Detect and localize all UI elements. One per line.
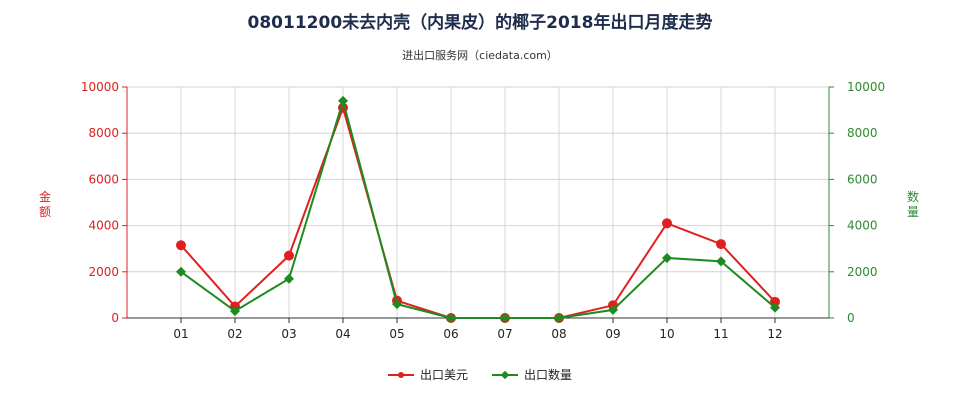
y-right-tick-label: 0 xyxy=(847,311,855,325)
y-axis-left-label: 金额 xyxy=(38,190,51,219)
y-left-tick-label: 2000 xyxy=(88,265,119,279)
data-point-series-0 xyxy=(284,250,294,261)
data-point-series-1 xyxy=(338,95,348,106)
y-left-tick-label: 4000 xyxy=(88,219,119,233)
x-tick-label: 07 xyxy=(497,327,512,341)
data-point-series-1 xyxy=(284,273,294,284)
data-point-series-1 xyxy=(176,266,186,277)
data-point-series-1 xyxy=(230,306,240,317)
data-point-series-1 xyxy=(608,304,618,315)
legend-swatch-export-usd xyxy=(387,370,414,380)
x-tick-label: 02 xyxy=(227,327,242,341)
data-point-series-0 xyxy=(176,240,186,251)
y-right-tick-label: 2000 xyxy=(847,265,878,279)
y-axis-right-label: 数量 xyxy=(906,190,919,219)
legend-label-export-usd: 出口美元 xyxy=(419,368,468,382)
y-right-tick-label: 6000 xyxy=(847,172,878,186)
y-right-tick-label: 10000 xyxy=(847,80,885,94)
legend: 出口美元 出口数量 xyxy=(0,366,960,383)
y-right-tick-label: 4000 xyxy=(847,219,878,233)
x-tick-label: 11 xyxy=(713,327,728,341)
legend-item-export-quantity[interactable]: 出口数量 xyxy=(492,366,572,383)
legend-swatch-export-quantity xyxy=(492,370,518,380)
x-tick-label: 10 xyxy=(659,327,674,341)
data-point-series-0 xyxy=(662,218,672,229)
data-point-series-0 xyxy=(716,239,726,250)
legend-label-export-quantity: 出口数量 xyxy=(524,368,573,382)
y-left-tick-label: 0 xyxy=(111,311,119,325)
x-tick-label: 09 xyxy=(605,327,620,341)
x-tick-label: 03 xyxy=(281,327,296,341)
x-tick-label: 01 xyxy=(173,327,188,341)
legend-item-export-usd[interactable]: 出口美元 xyxy=(387,366,468,383)
y-left-tick-label: 6000 xyxy=(88,172,119,186)
chart-title: 08011200未去内壳（内果皮）的椰子2018年出口月度走势 xyxy=(247,13,713,33)
x-tick-label: 06 xyxy=(443,327,458,341)
data-point-series-1 xyxy=(392,299,402,310)
data-point-series-1 xyxy=(716,256,726,267)
y-left-tick-label: 10000 xyxy=(81,80,119,94)
data-point-series-1 xyxy=(554,313,564,323)
chart-subtitle: 进出口服务网（ciedata.com） xyxy=(402,49,558,62)
y-left-tick-label: 8000 xyxy=(88,126,119,140)
data-point-series-1 xyxy=(770,302,780,313)
data-point-series-1 xyxy=(500,313,510,323)
data-point-series-1 xyxy=(662,252,672,263)
x-tick-label: 08 xyxy=(551,327,566,341)
series-line-0 xyxy=(180,104,776,319)
x-tick-label: 05 xyxy=(389,327,404,341)
x-tick-label: 04 xyxy=(335,327,350,341)
series-line-1 xyxy=(180,97,776,319)
data-point-series-1 xyxy=(446,313,456,323)
y-right-tick-label: 8000 xyxy=(847,126,878,140)
x-tick-label: 12 xyxy=(767,327,782,341)
